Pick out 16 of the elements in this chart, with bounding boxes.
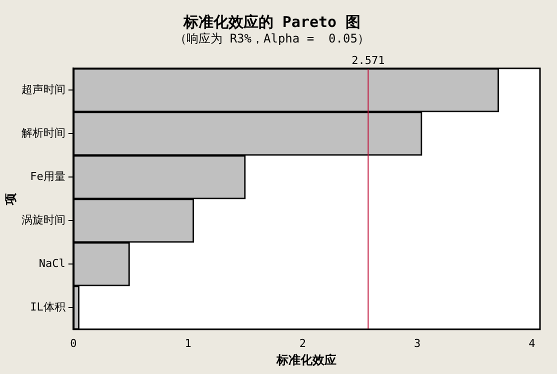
y-tick-label: 超声时间 [21,83,66,96]
y-tick-label: NaCl [38,257,66,270]
chart-title: 标准化效应的 Pareto 图 [182,12,361,31]
y-tick-label: IL体积 [30,300,66,314]
y-axis-title: 项 [3,192,18,206]
x-tick-label: 4 [528,336,536,350]
chart-subtitle: （响应为 R3%，Alpha = 0.05） [174,31,370,46]
x-tick-label: 2 [299,336,306,350]
y-tick-label: 涡旋时间 [21,214,66,227]
ref-line-label: 2.571 [352,54,385,67]
x-axis-title: 标准化效应 [276,352,337,367]
x-tick-label: 3 [414,336,421,350]
y-tick-label: 解析时间 [21,126,66,140]
x-tick-label: 0 [70,336,77,350]
y-tick-label: Fe用量 [30,170,66,184]
x-tick-label: 1 [184,336,192,350]
